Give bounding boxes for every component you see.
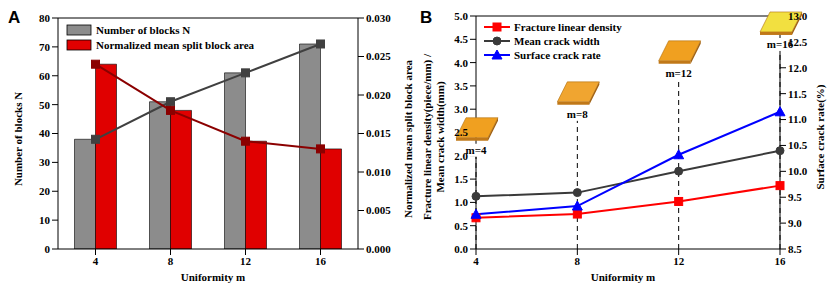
- svg-text:8: 8: [575, 255, 581, 267]
- svg-text:0.015: 0.015: [366, 127, 391, 139]
- svg-text:8: 8: [168, 255, 174, 267]
- html-text:Number of blocks N: Number of blocks N: [12, 91, 24, 186]
- svg-text:0.5: 0.5: [454, 220, 468, 232]
- html-text:Mean crack width(mm): Mean crack width(mm): [434, 80, 446, 193]
- svg-text:12: 12: [673, 255, 685, 267]
- svg-text:0: 0: [45, 243, 51, 255]
- svg-text:4.0: 4.0: [454, 57, 468, 69]
- html-text:Surface crack rate: Surface crack rate: [514, 49, 601, 61]
- svg-text:10: 10: [39, 214, 51, 226]
- html-text:Normalized mean split block ar: Normalized mean split block area: [96, 38, 255, 51]
- svg-text:m=8: m=8: [567, 108, 588, 120]
- html-text:Normalized mean split block ar: Normalized mean split block area: [402, 59, 414, 218]
- svg-text:0.0: 0.0: [454, 243, 468, 255]
- html-text:Uniformity m: Uniformity m: [180, 271, 246, 283]
- svg-text:0.005: 0.005: [366, 204, 391, 216]
- svg-text:16: 16: [775, 255, 787, 267]
- svg-text:4.5: 4.5: [454, 33, 468, 45]
- html-text:B: B: [420, 8, 433, 27]
- svg-text:m=16: m=16: [766, 38, 794, 50]
- svg-text:12.5: 12.5: [788, 36, 808, 48]
- svg-text:11.5: 11.5: [788, 88, 807, 100]
- svg-text:13.0: 13.0: [788, 10, 808, 22]
- svg-text:1.0: 1.0: [454, 196, 468, 208]
- svg-text:0.030: 0.030: [366, 12, 391, 24]
- html-text:Number of blocks N: Number of blocks N: [96, 23, 191, 36]
- svg-text:16: 16: [315, 255, 327, 267]
- svg-text:2.0: 2.0: [454, 150, 468, 162]
- svg-text:4: 4: [473, 255, 479, 267]
- html-text:Surface crack rate(%): Surface crack rate(%): [814, 84, 826, 189]
- svg-text:60: 60: [39, 70, 51, 82]
- svg-text:50: 50: [39, 99, 51, 111]
- svg-text:8.5: 8.5: [788, 243, 802, 255]
- svg-text:10.0: 10.0: [788, 165, 808, 177]
- svg-text:12.0: 12.0: [788, 62, 808, 74]
- svg-text:30: 30: [39, 156, 51, 168]
- svg-text:m=4: m=4: [466, 144, 487, 156]
- svg-text:0.010: 0.010: [366, 166, 391, 178]
- svg-text:1.5: 1.5: [454, 173, 468, 185]
- svg-text:4: 4: [93, 255, 99, 267]
- html-text:Fracture linear density(piece/: Fracture linear density(piece/mm) /: [421, 53, 433, 220]
- svg-text:70: 70: [39, 41, 51, 53]
- svg-text:9.0: 9.0: [788, 217, 802, 229]
- svg-text:0.000: 0.000: [366, 243, 391, 255]
- svg-text:2.5: 2.5: [454, 126, 468, 138]
- svg-text:3.5: 3.5: [454, 80, 468, 92]
- svg-text:10.5: 10.5: [788, 139, 808, 151]
- html-text:Mean crack width: Mean crack width: [514, 35, 600, 47]
- svg-text:m=12: m=12: [665, 67, 692, 79]
- svg-text:0.020: 0.020: [366, 89, 391, 101]
- svg-text:5.0: 5.0: [454, 10, 468, 22]
- html-text:A: A: [8, 8, 21, 27]
- svg-text:80: 80: [39, 12, 51, 24]
- svg-text:9.5: 9.5: [788, 191, 802, 203]
- svg-text:40: 40: [39, 127, 51, 139]
- svg-text:11.0: 11.0: [788, 113, 807, 125]
- svg-text:12: 12: [240, 255, 252, 267]
- html-text:Uniformity m: Uniformity m: [590, 271, 656, 283]
- svg-text:20: 20: [39, 185, 51, 197]
- svg-text:3.0: 3.0: [454, 103, 468, 115]
- svg-text:0.025: 0.025: [366, 50, 391, 62]
- html-text:Fracture linear density: Fracture linear density: [514, 21, 622, 33]
